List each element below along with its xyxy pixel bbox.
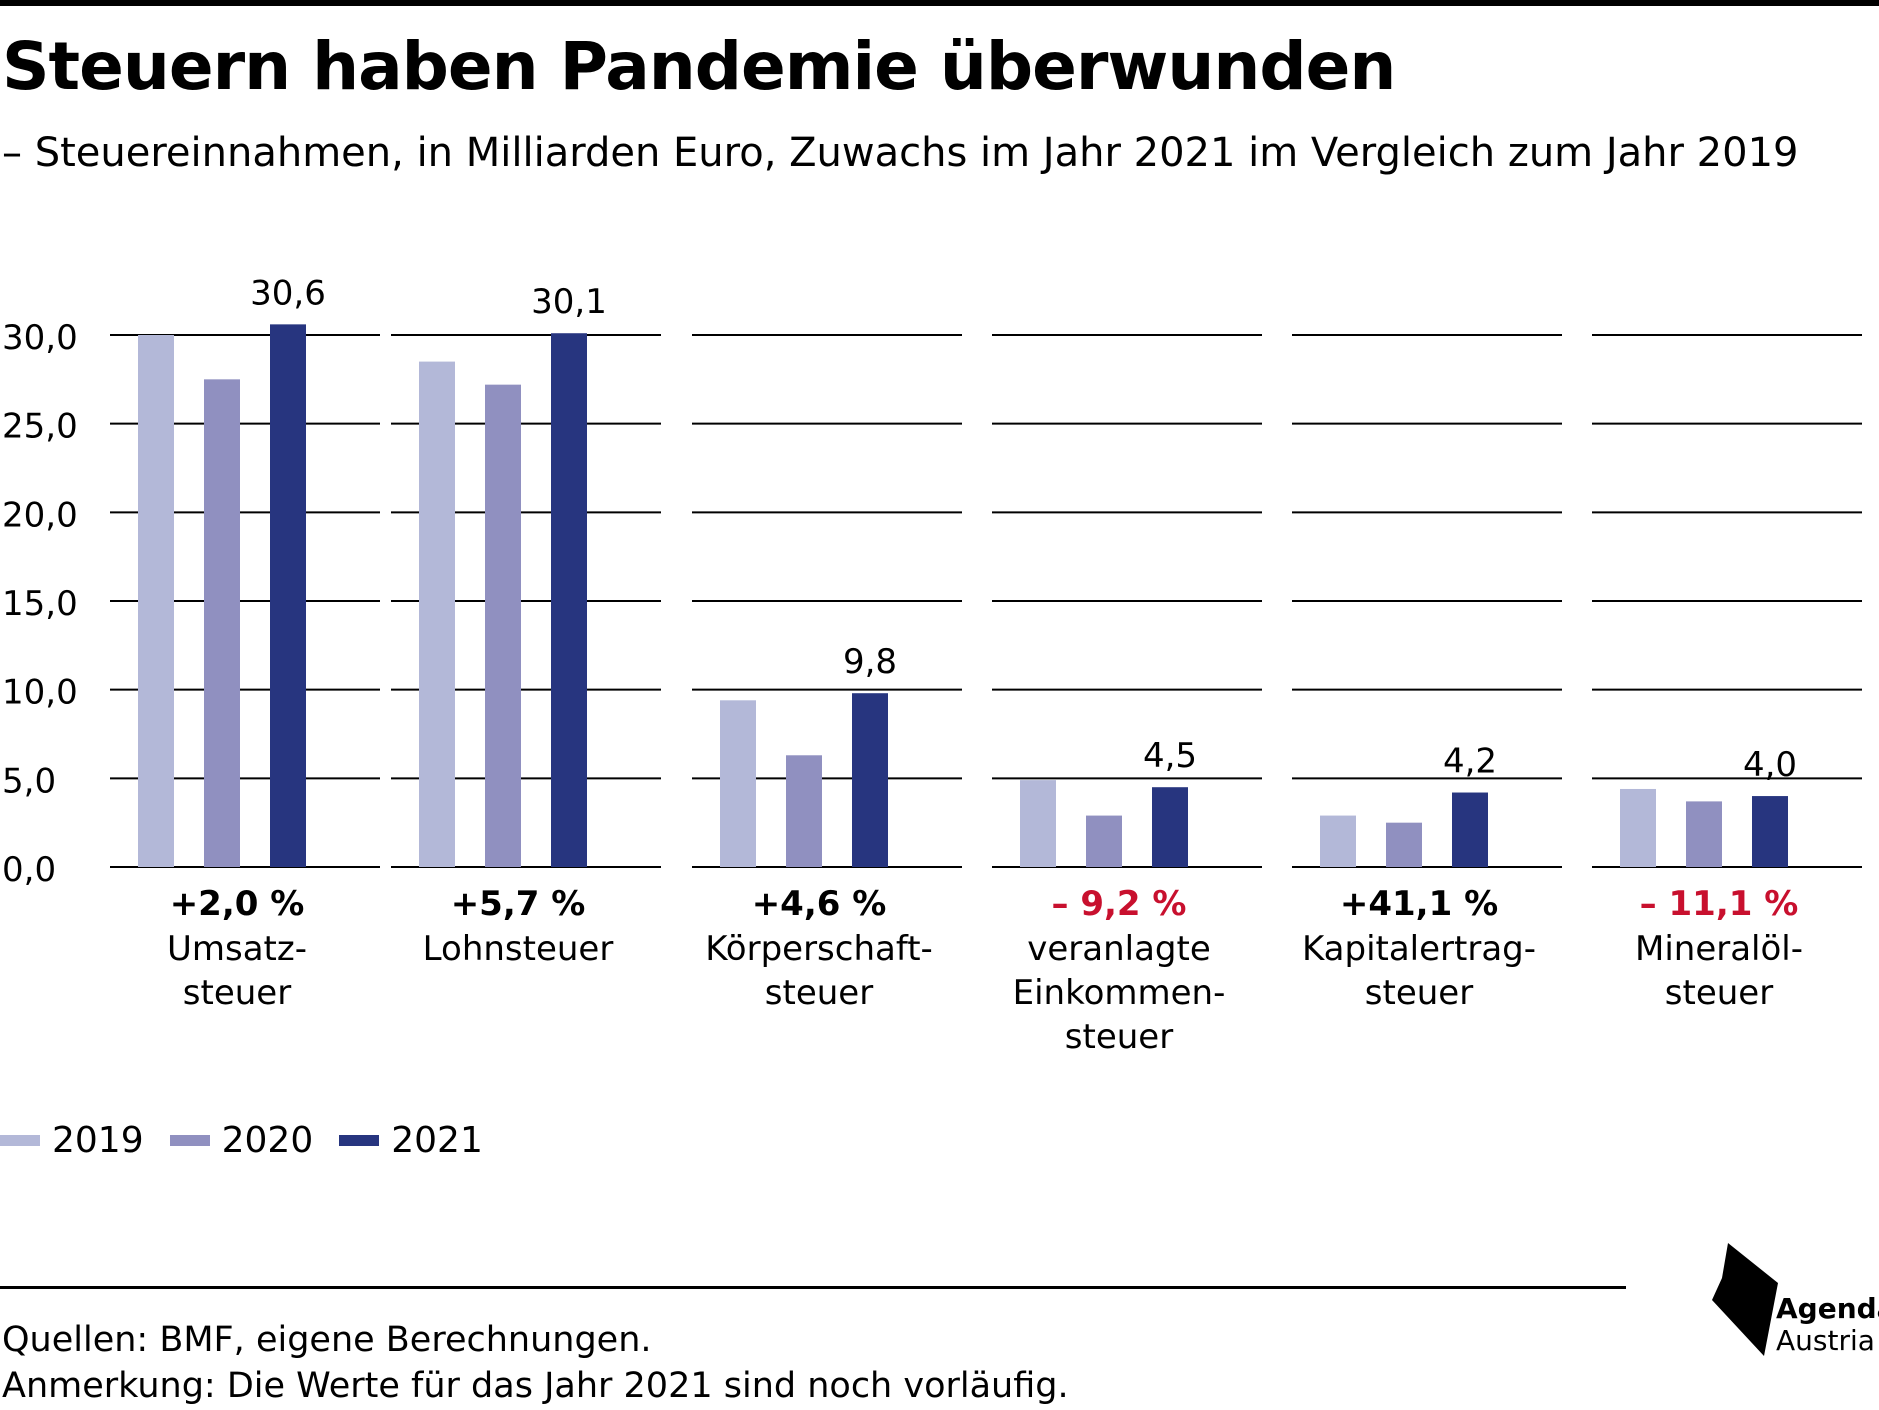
y-tick-label: 5,0 xyxy=(2,761,56,801)
bar-2020 xyxy=(1686,801,1722,867)
change-label: +2,0 % xyxy=(170,884,305,924)
bar-2021 xyxy=(270,324,306,867)
data-label: 30,1 xyxy=(531,282,607,322)
category-label: Umsatz- xyxy=(167,929,307,969)
data-label: 9,8 xyxy=(843,642,897,682)
legend-label-2021: 2021 xyxy=(391,1120,483,1161)
legend-swatch-2021 xyxy=(339,1135,380,1146)
legend-label-2019: 2019 xyxy=(52,1120,144,1161)
category-label: Körperschaft- xyxy=(705,929,933,969)
bar-2021 xyxy=(1452,792,1488,867)
bar-2019 xyxy=(720,700,756,867)
legend-label-2020: 2020 xyxy=(221,1120,314,1161)
bar-2021 xyxy=(1752,796,1788,867)
legend-swatch-2020 xyxy=(169,1135,210,1146)
data-label: 4,0 xyxy=(1743,745,1797,785)
bar-2020 xyxy=(204,379,240,867)
chart-title: Steuern haben Pandemie überwunden xyxy=(2,28,1396,105)
legend-swatch-2019 xyxy=(0,1135,40,1146)
y-tick-label: 15,0 xyxy=(2,584,78,624)
bar-2020 xyxy=(786,755,822,867)
footer-rule xyxy=(0,1286,1626,1289)
change-label: – 9,2 % xyxy=(1052,884,1187,924)
data-label: 30,6 xyxy=(250,273,326,313)
category-label: steuer xyxy=(765,973,873,1013)
y-tick-label: 30,0 xyxy=(2,318,78,358)
category-label: Kapitalertrag- xyxy=(1302,929,1536,969)
bar-2021 xyxy=(1152,787,1188,867)
chart-subtitle: – Steuereinnahmen, in Milliarden Euro, Z… xyxy=(2,130,1799,176)
agenda-austria-logo xyxy=(1712,1243,1778,1356)
legend-item-2020: 2020 xyxy=(169,1120,314,1161)
logo-text-austria: Austria xyxy=(1776,1324,1875,1357)
y-tick-label: 25,0 xyxy=(2,407,78,447)
category-label: steuer xyxy=(1665,973,1773,1013)
bar-2020 xyxy=(485,384,521,867)
change-label: +4,6 % xyxy=(752,884,887,924)
category-label: Lohnsteuer xyxy=(423,929,614,969)
bar-2020 xyxy=(1086,815,1122,867)
y-tick-label: 20,0 xyxy=(2,495,78,535)
bar-chart: 0,0 5,0 10,0 15,0 20,0 25,0 30,0 30,6 +2,0 % Umsa… xyxy=(2,273,1862,1057)
category-label: Mineralöl- xyxy=(1635,929,1803,969)
category-label: steuer xyxy=(183,973,291,1013)
legend-item-2019: 2019 xyxy=(0,1120,144,1161)
logo-mark-shape xyxy=(1712,1243,1778,1356)
legend: 2019 2020 2021 xyxy=(0,1120,509,1161)
change-label: +41,1 % xyxy=(1340,884,1498,924)
bar-2019 xyxy=(138,335,174,867)
top-rule xyxy=(0,0,1879,6)
logo-text-agenda: Agenda xyxy=(1776,1292,1879,1325)
bar-2019 xyxy=(1320,815,1356,867)
bar-2020 xyxy=(1386,822,1422,867)
category-label: Einkommen- xyxy=(1013,973,1226,1013)
bar-2019 xyxy=(1620,788,1656,867)
source-note: Quellen: BMF, eigene Berechnungen. xyxy=(2,1320,652,1360)
bar-2019 xyxy=(419,361,455,867)
y-tick-label: 0,0 xyxy=(2,850,56,890)
change-label: +5,7 % xyxy=(451,884,586,924)
y-tick-label: 10,0 xyxy=(2,673,78,713)
legend-item-2021: 2021 xyxy=(339,1120,483,1161)
category-label: veranlagte xyxy=(1027,929,1211,969)
category-label: steuer xyxy=(1065,1017,1173,1057)
data-label: 4,2 xyxy=(1443,742,1497,782)
change-label: – 11,1 % xyxy=(1640,884,1799,924)
remark-note: Anmerkung: Die Werte für das Jahr 2021 s… xyxy=(2,1366,1069,1406)
bar-2021 xyxy=(852,693,888,867)
bar-2021 xyxy=(551,333,587,867)
bar-2019 xyxy=(1020,780,1056,867)
data-label: 4,5 xyxy=(1143,736,1197,776)
category-label: steuer xyxy=(1365,973,1473,1013)
